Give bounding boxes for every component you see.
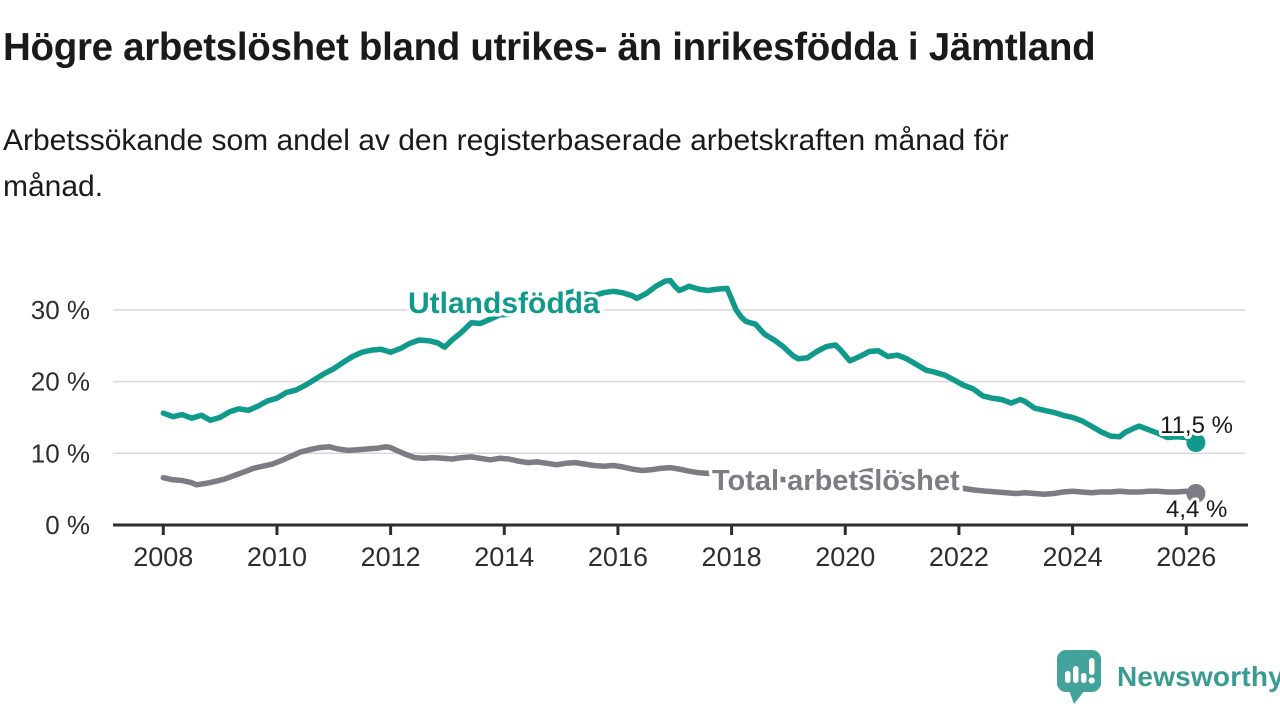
x-tick-label: 2012 bbox=[361, 542, 421, 572]
page-title: Högre arbetslöshet bland utrikes- än inr… bbox=[3, 26, 1096, 69]
x-tick-label: 2020 bbox=[815, 542, 875, 572]
x-tick-label: 2026 bbox=[1156, 542, 1216, 572]
y-tick-label: 30 % bbox=[31, 295, 90, 325]
end-dot-utlandsfodda bbox=[1186, 433, 1206, 453]
x-tick-label: 2010 bbox=[247, 542, 307, 572]
series-label-total-arbetsloshet: Total arbetslöshet bbox=[712, 465, 960, 497]
unemployment-line-chart: 2008 2010 2012 2014 2016 2018 2020 2022 2024 2026… bbox=[31, 277, 1248, 572]
end-value-label-utlandsfodda: 11,5 % bbox=[1160, 412, 1233, 439]
page-subtitle: Arbetssökande som andel av den registerb… bbox=[3, 118, 1009, 210]
end-value-label-total: 4,4 % bbox=[1166, 496, 1227, 523]
subtitle-line1: Arbetssökande som andel av den registerb… bbox=[3, 124, 1009, 157]
series-label-utlandsfodda: Utlandsfödda bbox=[408, 287, 600, 320]
y-tick-label: 0 % bbox=[45, 510, 90, 540]
speech-bubble-bar-chart-icon bbox=[1057, 650, 1101, 704]
x-tick-label: 2008 bbox=[133, 542, 193, 572]
x-tick-label: 2018 bbox=[702, 542, 762, 572]
x-tick-label: 2022 bbox=[929, 542, 989, 572]
subtitle-line2: månad. bbox=[3, 170, 104, 203]
newsworthy-wordmark: Newsworthy bbox=[1117, 661, 1280, 692]
x-tick-label: 2024 bbox=[1043, 542, 1103, 572]
y-tick-label: 20 % bbox=[31, 367, 90, 397]
series-line-total bbox=[160, 444, 1199, 497]
x-tick-label: 2016 bbox=[588, 542, 648, 572]
newsworthy-logo: Newsworthy bbox=[1056, 648, 1280, 706]
x-tick-label: 2014 bbox=[474, 542, 534, 572]
series-line-utlandsfodda bbox=[160, 277, 1199, 446]
y-tick-label: 10 % bbox=[31, 438, 90, 468]
end-dot-total bbox=[1186, 483, 1206, 503]
